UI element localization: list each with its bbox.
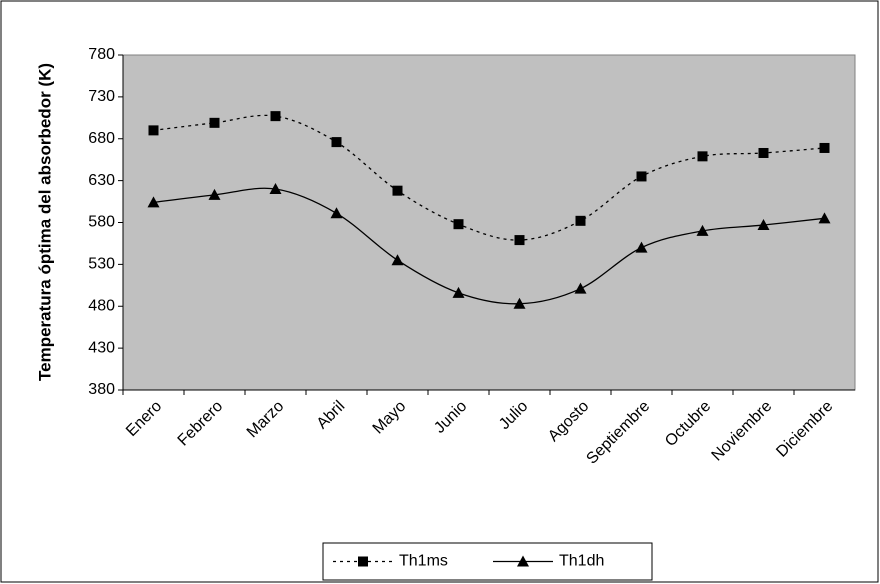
- plot-area: [122, 54, 856, 391]
- marker: [635, 241, 648, 253]
- marker: [514, 235, 525, 246]
- marker: [819, 142, 830, 153]
- legend-label: Th1ms: [399, 553, 448, 570]
- y-axis-title: Temperatura óptima del absorbedor (K): [35, 63, 54, 381]
- marker: [757, 219, 770, 231]
- marker: [330, 207, 343, 219]
- marker: [147, 196, 160, 208]
- marker: [208, 188, 221, 200]
- marker: [209, 117, 220, 128]
- y-tick-label: 480: [88, 297, 115, 314]
- y-tick-label: 530: [88, 256, 115, 273]
- marker: [358, 556, 368, 567]
- marker: [270, 111, 281, 122]
- marker: [696, 224, 709, 236]
- marker: [574, 282, 587, 294]
- y-tick-label: 580: [88, 214, 115, 231]
- marker: [148, 125, 159, 136]
- marker: [517, 555, 529, 567]
- marker: [452, 286, 465, 298]
- marker: [513, 297, 526, 309]
- marker: [392, 185, 403, 196]
- y-tick-label: 780: [88, 46, 115, 63]
- marker: [575, 215, 586, 226]
- y-tick-label: 380: [88, 381, 115, 398]
- marker: [636, 171, 647, 182]
- marker: [697, 151, 708, 162]
- marker: [758, 147, 769, 158]
- y-tick-label: 680: [88, 130, 115, 147]
- y-tick-label: 630: [88, 172, 115, 189]
- marker: [331, 137, 342, 148]
- y-tick-label: 430: [88, 339, 115, 356]
- marker: [269, 183, 282, 194]
- y-tick-label: 730: [88, 88, 115, 105]
- marker: [391, 254, 404, 266]
- marker: [818, 212, 831, 224]
- legend-label: Th1dh: [559, 553, 604, 570]
- marker: [453, 219, 464, 230]
